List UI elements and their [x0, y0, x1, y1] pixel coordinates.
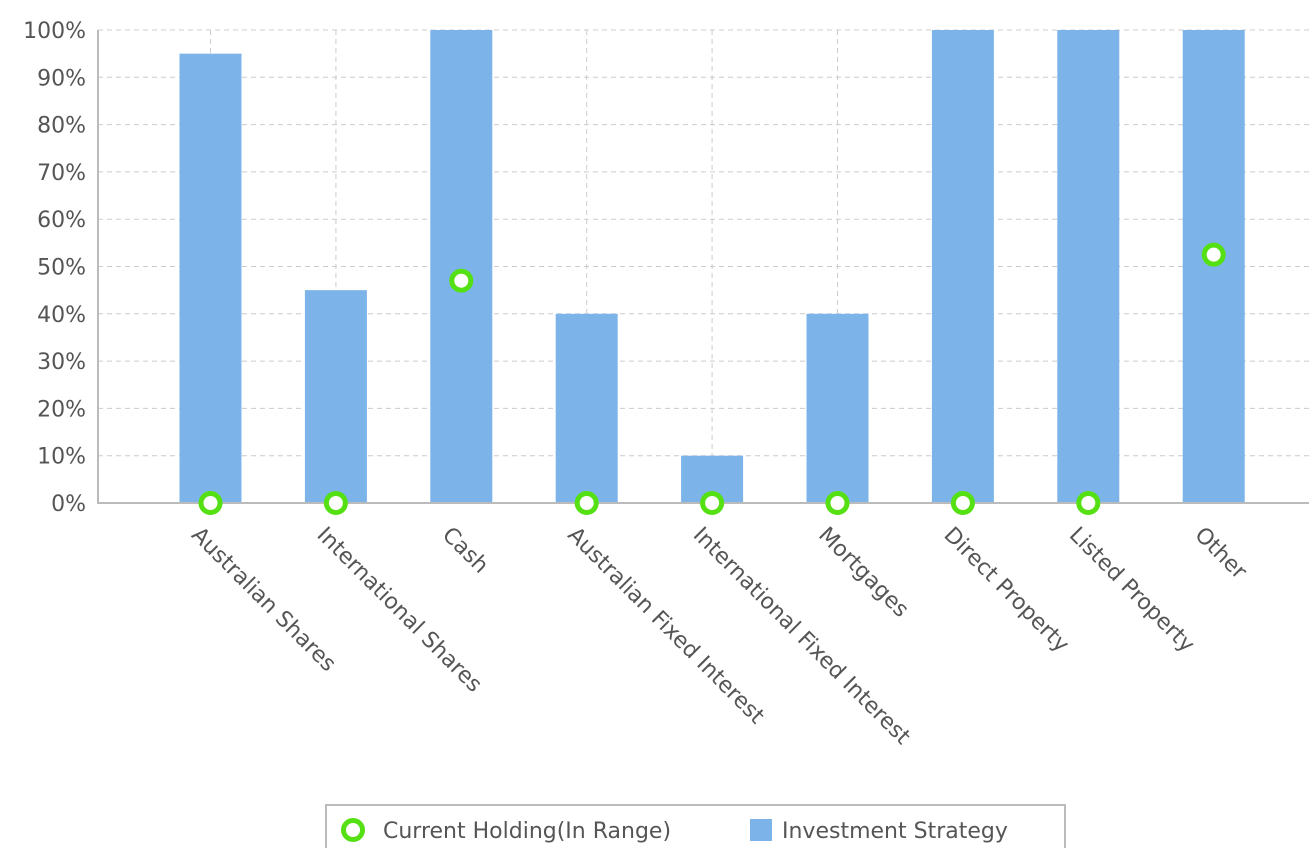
holding-marker[interactable] — [1076, 491, 1101, 515]
y-axis-ticks: 0% 10% 20% 30% 40% 50% 60% 70% 80% 90% 100% — [23, 19, 86, 517]
y-tick-label: 0% — [51, 492, 86, 517]
bar[interactable] — [1057, 30, 1120, 503]
holding-marker[interactable] — [1201, 242, 1226, 267]
grid-lines — [98, 29, 1309, 503]
legend-box — [325, 804, 1066, 848]
legend-bar-icon[interactable] — [750, 819, 772, 841]
holding-marker[interactable] — [198, 491, 223, 515]
y-tick-label: 40% — [37, 303, 86, 328]
y-tick-label: 90% — [37, 66, 86, 91]
bar[interactable] — [931, 30, 994, 503]
holding-marker[interactable] — [700, 491, 725, 515]
y-tick-label: 30% — [37, 350, 86, 375]
x-tick-label: Other — [1189, 523, 1252, 586]
holding-marker[interactable] — [574, 491, 599, 515]
bar[interactable] — [304, 290, 367, 503]
x-tick-label: Listed Property — [1064, 523, 1199, 658]
holding-marker[interactable] — [950, 491, 975, 515]
bar[interactable] — [555, 313, 618, 503]
legend-label-investment-strategy[interactable]: Investment Strategy — [782, 819, 1008, 844]
legend-label-current-holding[interactable]: Current Holding(In Range) — [383, 819, 671, 844]
y-tick-label: 100% — [23, 19, 86, 44]
x-tick-label: Direct Property — [939, 523, 1074, 658]
x-tick-label: Cash — [437, 523, 493, 579]
bar[interactable] — [806, 313, 869, 503]
y-tick-label: 20% — [37, 397, 86, 422]
y-tick-label: 60% — [37, 208, 86, 233]
y-tick-label: 10% — [37, 445, 86, 470]
markers — [198, 242, 1226, 515]
x-tick-label: Mortgages — [813, 523, 913, 623]
holding-marker[interactable] — [825, 491, 850, 515]
y-tick-label: 50% — [37, 256, 86, 281]
bar[interactable] — [430, 30, 493, 503]
y-tick-label: 70% — [37, 161, 86, 186]
legend-marker-icon[interactable] — [341, 818, 365, 842]
holding-marker[interactable] — [449, 268, 474, 293]
x-tick-label: Australian Fixed Interest — [562, 523, 769, 730]
bars — [179, 30, 1245, 504]
y-tick-label: 80% — [37, 114, 86, 139]
holding-marker[interactable] — [323, 491, 348, 515]
bar[interactable] — [179, 53, 242, 504]
legend: Current Holding(In Range) Investment Str… — [325, 804, 1066, 848]
x-tick-label: International Fixed Interest — [688, 523, 915, 750]
